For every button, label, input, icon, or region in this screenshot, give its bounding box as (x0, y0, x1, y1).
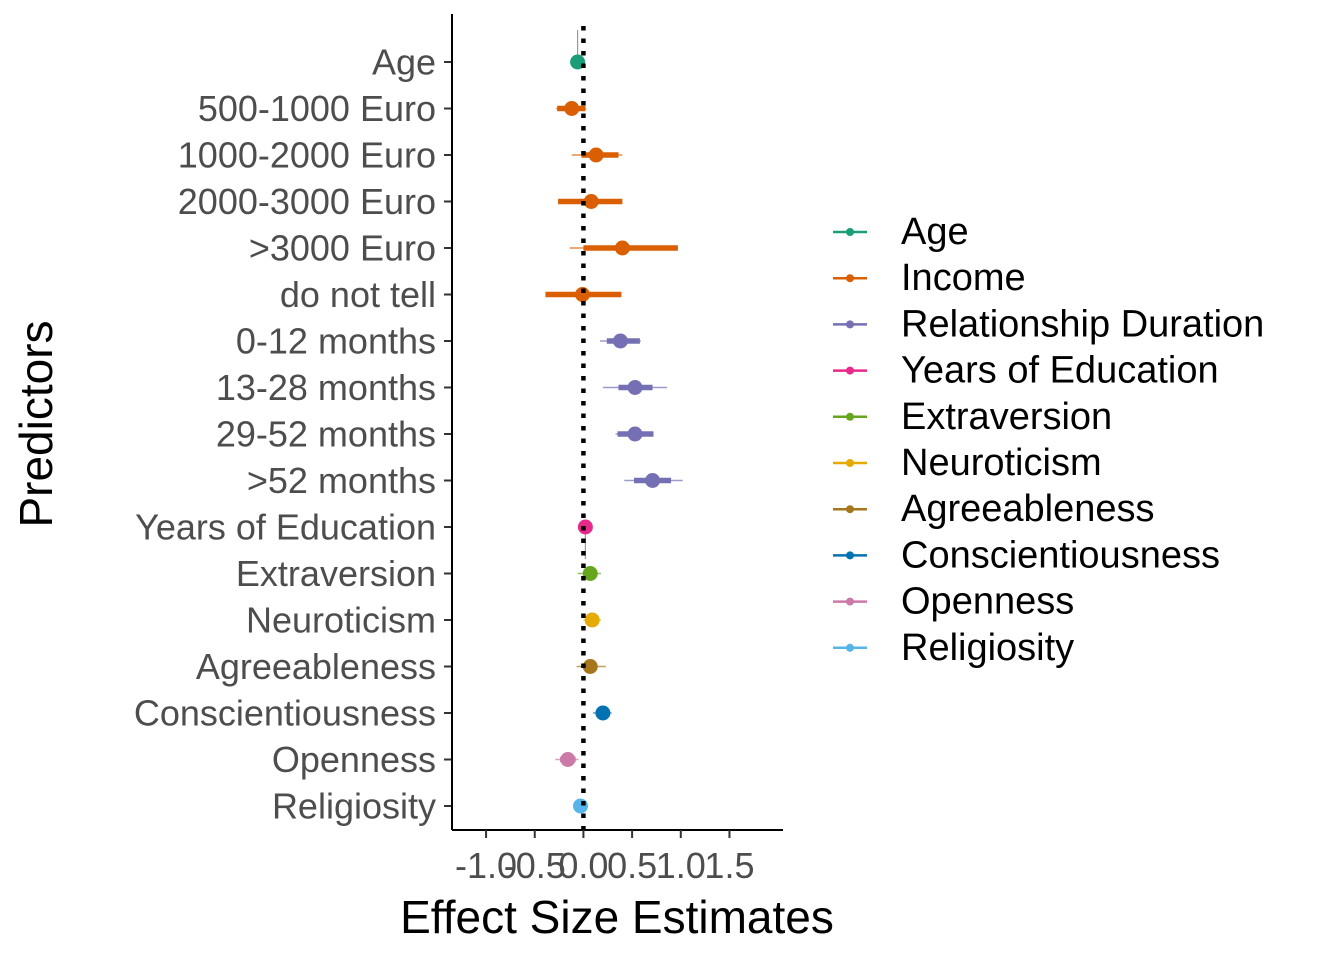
legend-key-point (846, 412, 854, 421)
y-tick-label: Years of Education (135, 507, 436, 548)
x-tick-label: -1.0 (455, 845, 517, 886)
y-tick-label: do not tell (280, 274, 436, 315)
estimate-13 (583, 612, 601, 628)
x-tick-label: 1.0 (656, 845, 706, 886)
estimate-17 (573, 798, 589, 814)
legend-key-point (846, 459, 854, 467)
y-tick-label: Conscientiousness (134, 693, 436, 734)
x-tick-label: 0.5 (607, 845, 657, 886)
legend-label: Agreeableness (901, 488, 1155, 530)
x-tick-labels: -1.0-0.50.00.51.01.5 (455, 845, 754, 886)
y-tick-label: >3000 Euro (249, 228, 436, 269)
y-ticks (444, 61, 452, 807)
y-tick-label: 2000-3000 Euro (178, 181, 436, 222)
y-tick-label: 0-12 months (236, 321, 436, 362)
estimate-14 (576, 659, 606, 674)
legend-label: Income (901, 257, 1026, 299)
y-tick-label: Extraversion (236, 553, 436, 594)
estimate-10 (624, 473, 683, 488)
legend-label: Years of Education (901, 350, 1219, 392)
legend-key-point (846, 551, 854, 560)
legend-label: Religiosity (901, 627, 1074, 669)
point-estimate (588, 147, 604, 163)
estimate-2 (556, 101, 587, 116)
point-estimate (612, 333, 628, 349)
y-tick-label: Neuroticism (246, 600, 436, 641)
x-tick-label: -0.5 (504, 845, 566, 886)
legend-item: Openness (833, 581, 1074, 623)
legend-key-point (846, 366, 854, 375)
legend-item: Neuroticism (833, 442, 1102, 484)
legend-label: Age (901, 211, 969, 253)
estimate-9 (615, 426, 654, 442)
y-tick-labels: Age 500-1000 Euro 1000-2000 Euro 2000-3000 … (134, 42, 436, 827)
x-tick-label: 0.0 (558, 845, 608, 886)
legend-item: Conscientiousness (833, 534, 1220, 576)
legend-label: Extraversion (901, 396, 1112, 438)
point-estimate (582, 566, 598, 581)
legend-item: Years of Education (833, 350, 1219, 392)
point-estimate (583, 194, 599, 209)
legend-label: Neuroticism (901, 442, 1102, 484)
legend-label: Relationship Duration (901, 303, 1264, 345)
y-tick-label: Age (372, 42, 436, 83)
estimate-3 (571, 147, 623, 163)
legend-key-point (846, 320, 854, 329)
y-axis-title: Predictors (10, 320, 62, 527)
estimate-6 (545, 287, 622, 302)
x-tick-label: 1.5 (704, 845, 754, 886)
point-estimate (582, 659, 598, 674)
point-estimate (574, 287, 590, 302)
point-estimate (627, 380, 643, 395)
y-tick-label: Religiosity (272, 786, 436, 827)
estimate-15 (593, 705, 612, 721)
legend-item: Religiosity (833, 627, 1074, 669)
y-tick-label: 13-28 months (216, 367, 436, 408)
point-estimate (584, 612, 600, 628)
x-ticks (485, 830, 731, 838)
estimate-7 (599, 333, 641, 349)
legend-key-point (846, 597, 854, 606)
legend-label: Openness (901, 581, 1074, 623)
legend-key-point (846, 228, 854, 236)
legend-item: Age (833, 211, 969, 253)
legend-key-point (846, 505, 854, 514)
legend-key-point (846, 643, 854, 652)
point-estimate (627, 426, 643, 442)
estimate-16 (555, 752, 579, 767)
legend-item: Agreeableness (833, 488, 1155, 530)
y-tick-label: 1000-2000 Euro (178, 135, 436, 176)
estimate-12 (577, 566, 601, 581)
point-estimate (560, 752, 576, 767)
point-estimate (573, 798, 589, 814)
point-estimate (595, 705, 611, 721)
point-estimate (564, 101, 580, 116)
x-axis-title: Effect Size Estimates (400, 891, 834, 943)
legend-item: Income (833, 257, 1026, 299)
point-estimate (645, 473, 661, 488)
point-estimate (614, 240, 630, 256)
estimate-4 (558, 194, 623, 209)
estimate-5 (569, 240, 678, 256)
legend-item: Extraversion (833, 396, 1112, 438)
plot-marks (545, 30, 683, 814)
legend-key-point (846, 274, 854, 283)
legend-item: Relationship Duration (833, 303, 1264, 345)
estimate-8 (602, 380, 668, 395)
y-tick-label: Openness (272, 739, 436, 780)
y-tick-label: >52 months (247, 460, 436, 501)
y-tick-label: Agreeableness (196, 646, 436, 687)
y-tick-label: 500-1000 Euro (198, 88, 436, 129)
y-tick-label: 29-52 months (216, 414, 436, 455)
legend-label: Conscientiousness (901, 534, 1220, 576)
